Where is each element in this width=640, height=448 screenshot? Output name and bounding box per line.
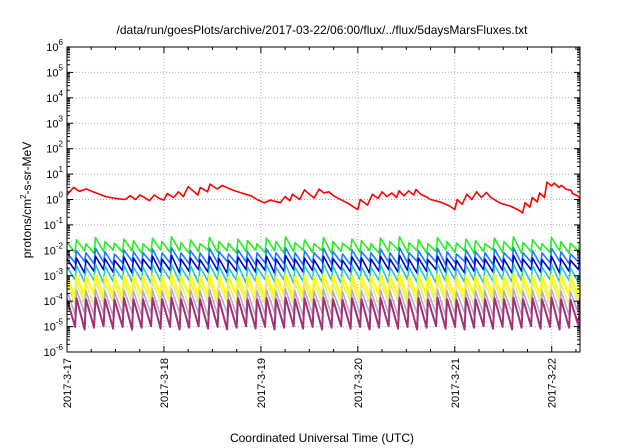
y-tick-label: 10-2 xyxy=(44,241,64,257)
y-tick-label: 103 xyxy=(46,114,63,130)
series-line xyxy=(67,254,580,274)
y-tick-label: 101 xyxy=(46,165,63,181)
chart-title: /data/run/goesPlots/archive/2017-03-22/0… xyxy=(117,23,529,37)
series-line xyxy=(67,236,580,255)
series-line xyxy=(67,273,580,300)
x-tick-label: 2017-3-19 xyxy=(256,358,268,408)
y-tick-label: 10-3 xyxy=(44,267,64,283)
y-tick-label: 106 xyxy=(46,38,63,54)
series-line xyxy=(67,288,580,318)
y-tick-label: 100 xyxy=(46,191,63,207)
y-tick-label: 10-4 xyxy=(44,292,64,308)
series-group xyxy=(67,181,580,331)
x-tick-label: 2017-3-17 xyxy=(62,358,74,408)
y-tick-label: 102 xyxy=(46,140,63,156)
x-tick-label: 2017-3-22 xyxy=(547,358,559,408)
y-tick-label: 104 xyxy=(46,89,63,105)
x-axis-label: Coordinated Universal Time (UTC) xyxy=(230,431,414,445)
series-line xyxy=(67,246,580,266)
y-tick-label: 105 xyxy=(46,63,63,79)
series-line xyxy=(67,263,580,284)
y-axis: 10-6 10-5 10-4 10-3 10-2 10-1 100 101 102 103 104 1… xyxy=(44,38,580,359)
x-tick-label: 2017-3-20 xyxy=(353,358,365,408)
y-tick-label: 10-6 xyxy=(44,343,64,359)
y-tick-label: 10-1 xyxy=(44,216,64,232)
series-line xyxy=(67,280,580,307)
x-tick-label: 2017-3-18 xyxy=(159,358,171,408)
series-line xyxy=(67,181,580,214)
y-tick-label: 10-5 xyxy=(44,318,64,334)
series-line xyxy=(67,296,580,331)
x-axis: 2017-3-17 2017-3-18 2017-3-19 2017-3-20 2017… xyxy=(62,47,577,408)
x-tick-label: 2017-3-21 xyxy=(450,358,462,408)
y-axis-label: protons/cm2-s-sr-MeV xyxy=(19,142,34,258)
